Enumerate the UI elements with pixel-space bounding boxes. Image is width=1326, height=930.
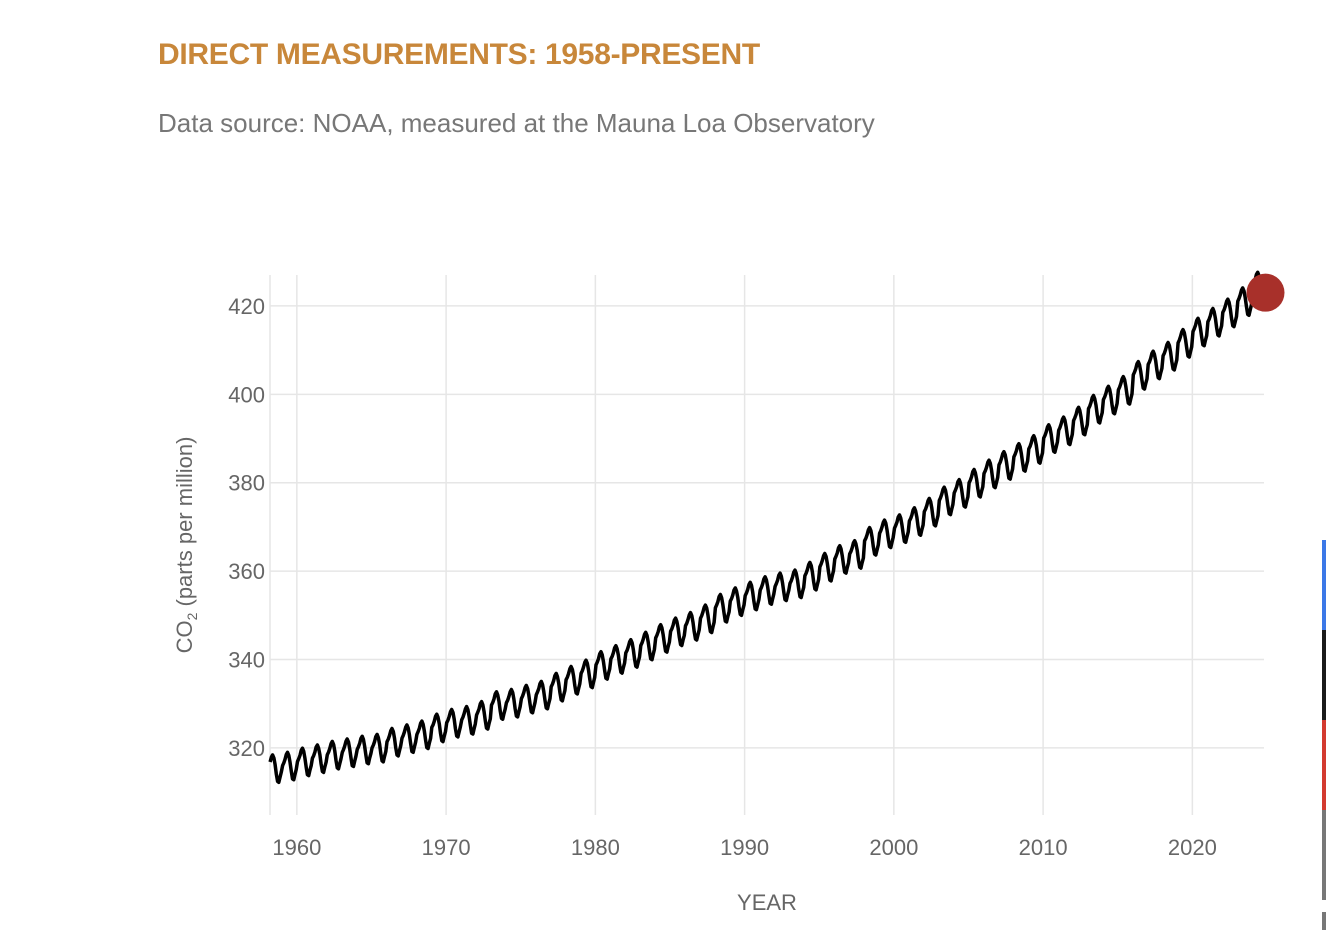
y-tick-label: 420 xyxy=(228,294,265,319)
x-tick-label: 2010 xyxy=(1019,835,1068,860)
x-tick-label: 1960 xyxy=(272,835,321,860)
chart-subtitle: Data source: NOAA, measured at the Mauna… xyxy=(158,108,875,138)
side-nav-bar-black[interactable] xyxy=(1322,630,1326,720)
side-nav-bar-gray-2[interactable] xyxy=(1322,912,1326,930)
x-axis-label: YEAR xyxy=(737,890,797,915)
side-nav-bar-blue[interactable] xyxy=(1322,540,1326,630)
side-nav-bar-gray[interactable] xyxy=(1322,810,1326,900)
y-tick-label: 360 xyxy=(228,559,265,584)
side-nav-bar-red[interactable] xyxy=(1322,720,1326,810)
x-tick-label: 1970 xyxy=(422,835,471,860)
y-tick-label: 340 xyxy=(228,647,265,672)
x-tick-label: 2000 xyxy=(869,835,918,860)
latest-value-marker[interactable] xyxy=(1246,273,1285,312)
chart-title: DIRECT MEASUREMENTS: 1958-PRESENT xyxy=(158,38,760,71)
y-tick-label: 380 xyxy=(228,471,265,496)
x-tick-label: 1980 xyxy=(571,835,620,860)
y-axis-label: CO2 (parts per million) xyxy=(172,437,200,654)
x-tick-label: 2020 xyxy=(1168,835,1217,860)
y-tick-label: 320 xyxy=(228,736,265,761)
y-tick-label: 400 xyxy=(228,382,265,407)
x-tick-label: 1990 xyxy=(720,835,769,860)
co2-series-line xyxy=(268,270,1265,785)
